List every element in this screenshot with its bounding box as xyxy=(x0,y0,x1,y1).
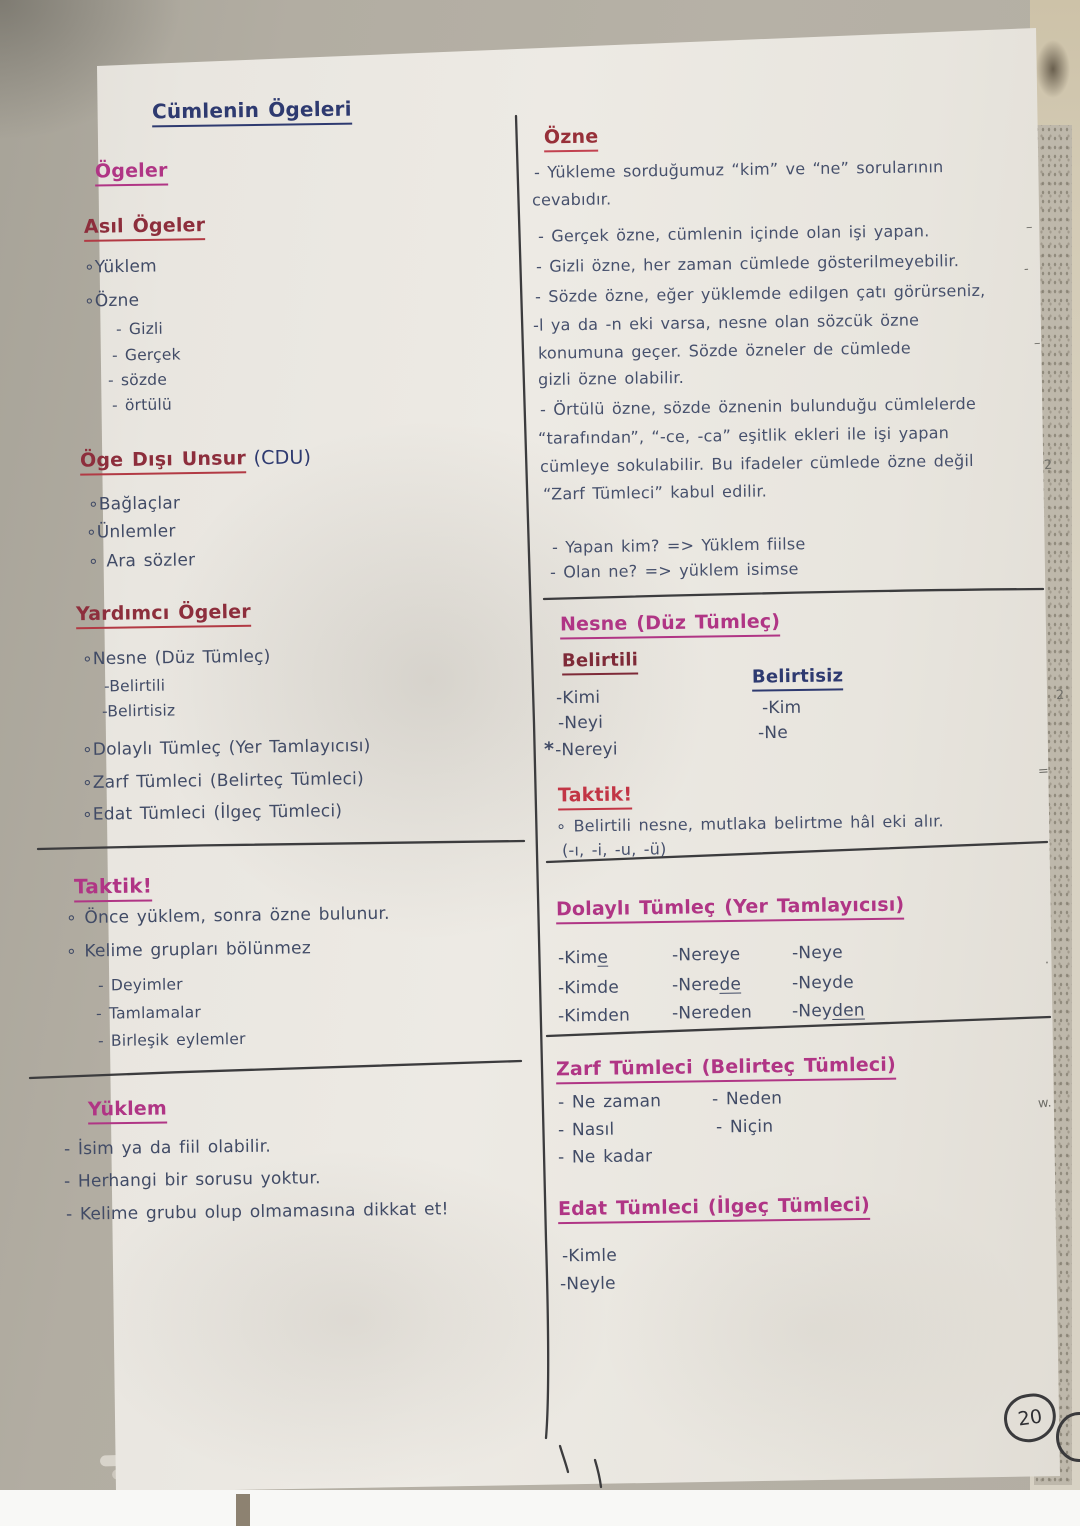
word: -Nereye xyxy=(671,944,741,966)
underlined-suffix: de xyxy=(719,974,742,995)
word: -Nereden xyxy=(671,1002,753,1024)
list-item: ∘Yüklem xyxy=(83,256,157,278)
margin-mark: 2 xyxy=(1055,687,1065,704)
star-mark: * xyxy=(543,738,555,761)
list-item: -Neyi xyxy=(557,712,604,734)
heading-asil-ogeler: Asıl Ögeler xyxy=(83,214,206,242)
underlined-suffix: e xyxy=(597,947,609,968)
word: -Nere xyxy=(671,974,720,996)
word: -Ney xyxy=(791,1000,833,1022)
list-subitem: - Gizli xyxy=(115,319,164,339)
margin-mark: – xyxy=(1025,219,1034,236)
list-item: - Niçin xyxy=(715,1116,774,1138)
list-item: - Neden xyxy=(711,1088,783,1110)
list-item: -Ne xyxy=(757,722,789,744)
list-item: - Ne kadar xyxy=(557,1146,653,1168)
list-subitem: - Tamlamalar xyxy=(95,1003,202,1023)
list-item: -Neye xyxy=(792,943,843,964)
pen-on-table xyxy=(236,1494,250,1526)
table-edge-band xyxy=(0,1490,1080,1526)
list-subitem: - Gerçek xyxy=(111,345,181,365)
page-number: 20 xyxy=(1016,1405,1044,1431)
list-item: - Ne zaman xyxy=(557,1091,662,1113)
heading-nesne: Nesne (Düz Tümleç) xyxy=(559,610,781,640)
list-item: ∘Bağlaçlar xyxy=(87,493,181,515)
word: -Kimde xyxy=(557,977,620,999)
list-item: ∘ Ara sözler xyxy=(87,550,196,572)
note-line: - Yapan kim? => Yüklem fiilse xyxy=(551,534,806,557)
heading-belirtili: Belirtili xyxy=(561,649,639,676)
heading-edat: Edat Tümleci (İlgeç Tümleci) xyxy=(557,1193,871,1225)
note-line: - İsim ya da fiil olabilir. xyxy=(63,1136,272,1160)
heading-suffix: (CDU) xyxy=(253,446,312,470)
heading-zarf: Zarf Tümleci (Belirteç Tümleci) xyxy=(555,1053,897,1085)
list-item: -Neyle xyxy=(559,1273,616,1295)
list-subitem: -Belirtili xyxy=(103,676,166,696)
list-item-text: -Nereyi xyxy=(555,739,618,761)
list-item: -Neyde xyxy=(792,973,854,994)
list-item-starred: *-Nereyi xyxy=(544,737,618,760)
list-item: -Nerede xyxy=(672,975,741,996)
heading-taktik-right: Taktik! xyxy=(557,783,633,811)
list-subitem: - sözde xyxy=(107,370,168,390)
list-item: -Kimle xyxy=(561,1245,618,1267)
list-item: ∘Özne xyxy=(83,290,140,312)
heading-taktik-left: Taktik! xyxy=(73,873,153,903)
list-item: ∘Ünlemler xyxy=(85,521,176,543)
word: -Neyde xyxy=(791,972,854,994)
margin-mark: 2 xyxy=(1043,457,1053,474)
note-line: cevabıdır. xyxy=(531,189,612,210)
margin-mark: - xyxy=(1023,261,1030,278)
underlined-suffix: den xyxy=(832,1000,865,1021)
list-item: -Neyden xyxy=(792,1000,865,1021)
heading-dolayli: Dolaylı Tümleç (Yer Tamlayıcısı) xyxy=(555,893,905,925)
heading-text: Öge Dışı Unsur xyxy=(79,447,247,476)
margin-mark: = xyxy=(1037,763,1050,780)
shadow-notch xyxy=(1036,40,1070,98)
heading-belirtisiz: Belirtisiz xyxy=(751,665,844,692)
word: -Kim xyxy=(557,947,598,969)
list-item: -Nereye xyxy=(672,945,741,966)
list-subitem: - Deyimler xyxy=(97,975,183,995)
list-item: -Nereden xyxy=(672,1002,752,1023)
list-item: ∘Zarf Tümleci (Belirteç Tümleci) xyxy=(81,769,365,793)
list-subitem: - örtülü xyxy=(111,395,173,415)
note-line: - Olan ne? => yüklem isimse xyxy=(549,559,799,582)
heading-oge-disi-unsur: Öge Dışı Unsur (CDU) xyxy=(79,446,312,476)
list-item: -Kim xyxy=(761,697,802,719)
list-item: -Kimden xyxy=(558,1005,630,1026)
list-item: -Kimi xyxy=(555,687,601,709)
list-item: ∘Nesne (Düz Tümleç) xyxy=(81,646,271,670)
list-item: ∘Edat Tümleci (İlgeç Tümleci) xyxy=(81,801,343,825)
heading-ozne-right: Özne xyxy=(543,125,599,153)
list-item: - Nasıl xyxy=(557,1119,615,1141)
list-subitem: - Birleşik eylemler xyxy=(97,1029,246,1051)
heading-yuklem: Yüklem xyxy=(87,1097,168,1125)
page-title: Cümlenin Ögeleri xyxy=(151,96,352,128)
list-subitem: -Belirtisiz xyxy=(101,701,176,721)
note-line: - Herhangi bir sorusu yoktur. xyxy=(63,1168,321,1192)
word: -Neye xyxy=(791,942,843,964)
note-line: “Zarf Tümleci” kabul edilir. xyxy=(542,481,768,504)
note-line: (-ı, -i, -u, -ü) xyxy=(561,839,667,860)
margin-mark: – xyxy=(1033,335,1042,352)
list-item: -Kime xyxy=(558,948,608,969)
heading-ogeler: Ögeler xyxy=(94,159,168,187)
note-line: ∘ Kelime grupları bölünmez xyxy=(65,938,312,962)
word: -Kimden xyxy=(557,1005,631,1027)
note-line: gizli özne olabilir. xyxy=(537,367,685,390)
heading-yardimci-ogeler: Yardımcı Ögeler xyxy=(75,600,252,630)
list-item: ∘Dolaylı Tümleç (Yer Tamlayıcısı) xyxy=(81,735,371,761)
list-item: -Kimde xyxy=(558,978,619,999)
margin-mark: w. xyxy=(1037,1095,1053,1112)
